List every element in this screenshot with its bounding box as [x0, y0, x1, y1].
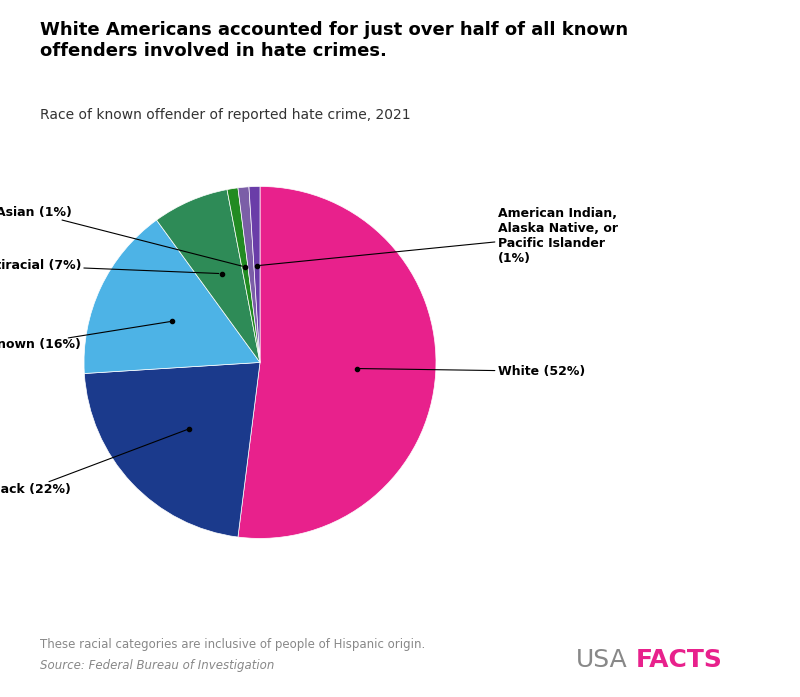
Text: White (52%): White (52%)	[359, 365, 585, 378]
Text: White Americans accounted for just over half of all known
offenders involved in : White Americans accounted for just over …	[40, 21, 628, 60]
Wedge shape	[249, 186, 260, 362]
Text: USA: USA	[576, 648, 628, 672]
Wedge shape	[84, 362, 260, 537]
Text: Black (22%): Black (22%)	[0, 429, 187, 496]
Text: Unknown (16%): Unknown (16%)	[0, 321, 170, 351]
Text: FACTS: FACTS	[636, 648, 723, 672]
Wedge shape	[238, 187, 260, 362]
Wedge shape	[84, 220, 260, 374]
Wedge shape	[157, 190, 260, 362]
Text: American Indian,
Alaska Native, or
Pacific Islander
(1%): American Indian, Alaska Native, or Pacif…	[260, 207, 618, 266]
Text: Multiracial (7%): Multiracial (7%)	[0, 259, 218, 273]
Text: Asian (1%): Asian (1%)	[0, 206, 242, 266]
Wedge shape	[238, 186, 436, 539]
Text: These racial categories are inclusive of people of Hispanic origin.: These racial categories are inclusive of…	[40, 638, 426, 651]
Wedge shape	[227, 187, 260, 362]
Text: Race of known offender of reported hate crime, 2021: Race of known offender of reported hate …	[40, 108, 410, 122]
Text: Source: Federal Bureau of Investigation: Source: Federal Bureau of Investigation	[40, 659, 274, 672]
